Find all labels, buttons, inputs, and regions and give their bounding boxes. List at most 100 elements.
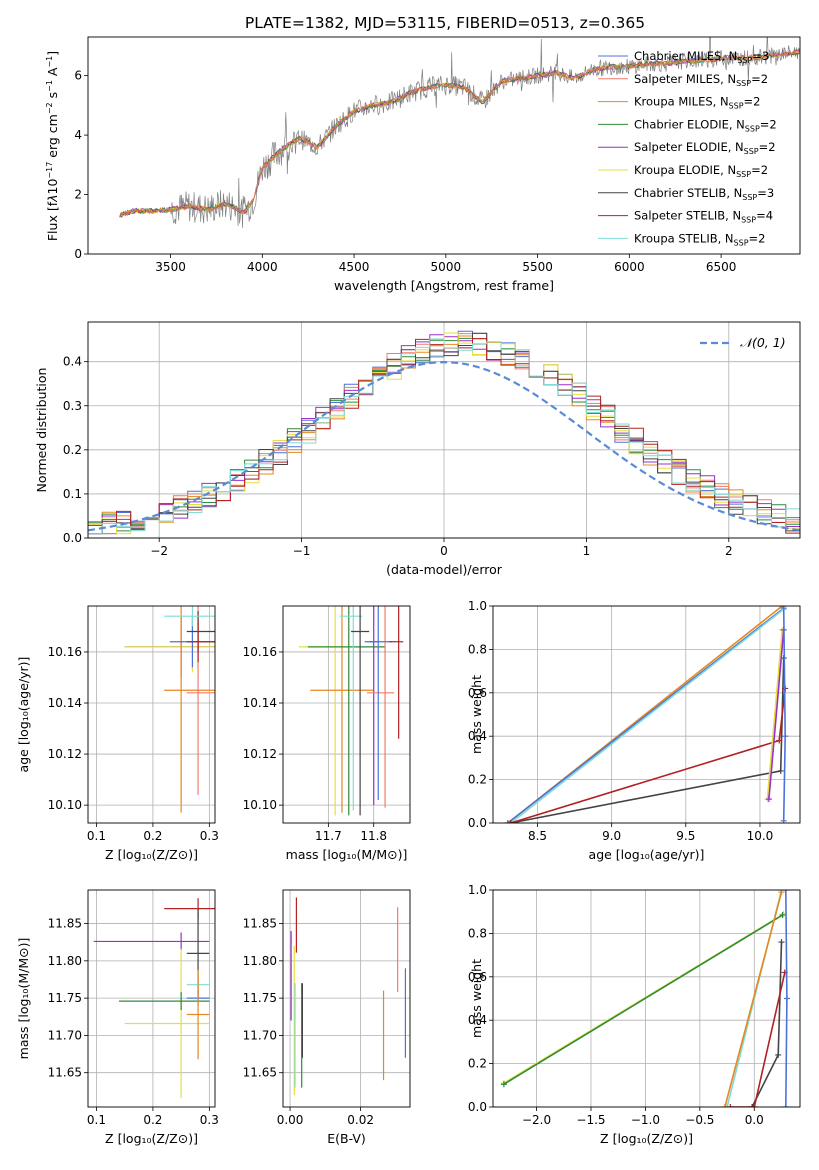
axes-frame bbox=[492, 889, 801, 1108]
legend-entry: Salpeter MILES, NSSP=2 bbox=[634, 72, 768, 88]
y-tick-label: 1.0 bbox=[468, 883, 487, 897]
mass-weight-line bbox=[730, 972, 786, 1107]
mass-weight-marker bbox=[783, 995, 790, 1002]
mass-weight-marker bbox=[778, 939, 785, 946]
y-tick-label: 10.10 bbox=[48, 798, 82, 812]
axes-frame bbox=[87, 321, 801, 539]
legend-entry: Salpeter ELODIE, NSSP=2 bbox=[634, 140, 776, 156]
plot-area bbox=[88, 330, 800, 535]
mass-weight-line bbox=[503, 914, 784, 1085]
mass-weight-line bbox=[510, 658, 785, 823]
age-vs-metallicity-panel: 0.1 0.2 0.3 10.10 10.12 10.14 10.16 Z [log₁₀(Z/… bbox=[16, 605, 219, 862]
histogram-step-line bbox=[88, 332, 800, 535]
y-tick-label: 0.0 bbox=[468, 816, 487, 830]
y-tick-label: 0.3 bbox=[63, 399, 82, 413]
mass-weight-line bbox=[766, 629, 783, 800]
x-tick-label: −2 bbox=[150, 544, 168, 558]
x-axis-label: Z [log₁₀(Z/Z⊙)] bbox=[105, 847, 198, 862]
residuals-panel: −2 −1 0 1 2 0.0 0.1 0.2 0.3 0.4 (data-model)/error… bbox=[34, 321, 801, 577]
y-tick-label: 0.8 bbox=[468, 642, 487, 656]
y-tick-label: 2 bbox=[74, 188, 82, 202]
y-tick-label: 10.16 bbox=[48, 645, 82, 659]
axes-frame bbox=[87, 36, 801, 255]
x-axis-label: E(B-V) bbox=[327, 1131, 366, 1146]
x-tick-label: 6000 bbox=[614, 260, 645, 274]
x-tick-label: 5000 bbox=[431, 260, 462, 274]
x-axis-label: age [log₁₀(age/yr)] bbox=[589, 847, 705, 862]
mass-weight-marker bbox=[500, 1081, 507, 1088]
mass-weight-line bbox=[507, 607, 785, 823]
plot-area bbox=[504, 606, 789, 823]
x-tick-label: 0.1 bbox=[87, 1113, 106, 1127]
x-tick-label: −1 bbox=[293, 544, 311, 558]
mass-weight-marker bbox=[727, 1104, 734, 1107]
mass-weight-line bbox=[768, 629, 785, 800]
x-tick-label: 4500 bbox=[339, 260, 370, 274]
y-axis-label: mass weight bbox=[469, 959, 484, 1038]
mass-vs-metallicity-panel: 0.1 0.2 0.3 11.65 11.70 11.75 11.80 11.85 Z [log… bbox=[16, 889, 219, 1146]
y-tick-label: 11.75 bbox=[243, 991, 277, 1005]
y-tick-label: 0.6 bbox=[468, 970, 487, 984]
mass-weight-marker bbox=[507, 820, 514, 823]
x-tick-label: 0.3 bbox=[200, 829, 219, 843]
x-tick-label: 11.7 bbox=[315, 829, 342, 843]
x-tick-label: −2.0 bbox=[522, 1113, 551, 1127]
x-tick-label: 0.02 bbox=[347, 1113, 374, 1127]
mass-weight-marker bbox=[782, 733, 789, 740]
mass-weight-line bbox=[510, 608, 785, 823]
plot-area bbox=[118, 37, 800, 228]
y-tick-label: 0.4 bbox=[468, 729, 487, 743]
y-tick-label: 0.0 bbox=[468, 1100, 487, 1114]
axes-frame bbox=[282, 889, 411, 1108]
y-tick-label: 11.80 bbox=[243, 954, 277, 968]
y-tick-label: 10.16 bbox=[243, 645, 277, 659]
y-tick-label: 0.1 bbox=[63, 487, 82, 501]
mass-weight-marker bbox=[775, 1051, 782, 1058]
y-tick-label: 11.75 bbox=[48, 991, 82, 1005]
x-tick-label: 2 bbox=[725, 544, 733, 558]
legend-entry: Salpeter STELIB, NSSP=4 bbox=[634, 209, 773, 225]
mass-weight-marker bbox=[782, 1104, 789, 1107]
plot-area bbox=[298, 606, 404, 816]
y-tick-label: 10.12 bbox=[243, 747, 277, 761]
spectrum-panel: Flux [fλ10−17 erg cm−2 s−1 A−1] 3500 4000… bbox=[45, 36, 801, 293]
x-tick-label: 11.8 bbox=[360, 829, 387, 843]
weight-vs-metallicity-panel: −2.0 −1.5 −1.0 −0.5 0.0 0.0 0.2 0.4 0.6 0.8 1.0 Z [… bbox=[468, 883, 801, 1146]
x-tick-label: 9.0 bbox=[602, 829, 621, 843]
y-tick-label: 0.8 bbox=[468, 926, 487, 940]
mass-weight-marker bbox=[504, 820, 511, 823]
mass-weight-marker bbox=[724, 1104, 731, 1107]
y-tick-label: 11.80 bbox=[48, 954, 82, 968]
observed-spectrum-line bbox=[118, 37, 800, 228]
legend-entry: Kroupa ELODIE, NSSP=2 bbox=[634, 163, 768, 179]
mass-weight-marker bbox=[721, 1104, 728, 1107]
mass-weight-line bbox=[782, 606, 787, 821]
age-vs-mass-panel: 11.7 11.8 10.10 10.12 10.14 10.16 mass [log₁₀(… bbox=[243, 605, 411, 862]
x-axis-label: mass [log₁₀(M/M⊙)] bbox=[286, 847, 408, 862]
x-axis-label: (data-model)/error bbox=[386, 562, 503, 577]
y-tick-label: 11.85 bbox=[48, 917, 82, 931]
plot-area bbox=[290, 897, 407, 1096]
y-tick-label: 0.4 bbox=[468, 1013, 487, 1027]
plot-area bbox=[93, 898, 215, 1099]
y-tick-label: 1.0 bbox=[468, 599, 487, 613]
y-tick-label: 11.85 bbox=[243, 917, 277, 931]
legend-entry: Kroupa MILES, NSSP=2 bbox=[634, 95, 760, 111]
y-tick-label: 0.6 bbox=[468, 686, 487, 700]
model-spectrum-line bbox=[119, 49, 800, 217]
x-tick-label: 6500 bbox=[706, 260, 737, 274]
legend-entry: Chabrier ELODIE, NSSP=2 bbox=[634, 117, 777, 133]
x-axis-label: Z [log₁₀(Z/Z⊙)] bbox=[105, 1131, 198, 1146]
x-tick-label: −1.0 bbox=[631, 1113, 660, 1127]
x-tick-label: 10.0 bbox=[747, 829, 774, 843]
mass-weight-marker bbox=[751, 1104, 758, 1107]
y-tick-label: 0 bbox=[74, 247, 82, 261]
gaussian-reference-line bbox=[88, 360, 800, 532]
axes-frame bbox=[282, 605, 411, 824]
mass-weight-marker bbox=[779, 911, 786, 918]
x-tick-label: 0 bbox=[440, 544, 448, 558]
mass-vs-ebv-panel: 0.00 0.02 11.65 11.70 11.75 11.80 11.85 E(B-V) bbox=[243, 889, 411, 1146]
legend-entry: Chabrier STELIB, NSSP=3 bbox=[634, 186, 774, 202]
y-tick-label: 0.2 bbox=[468, 773, 487, 787]
